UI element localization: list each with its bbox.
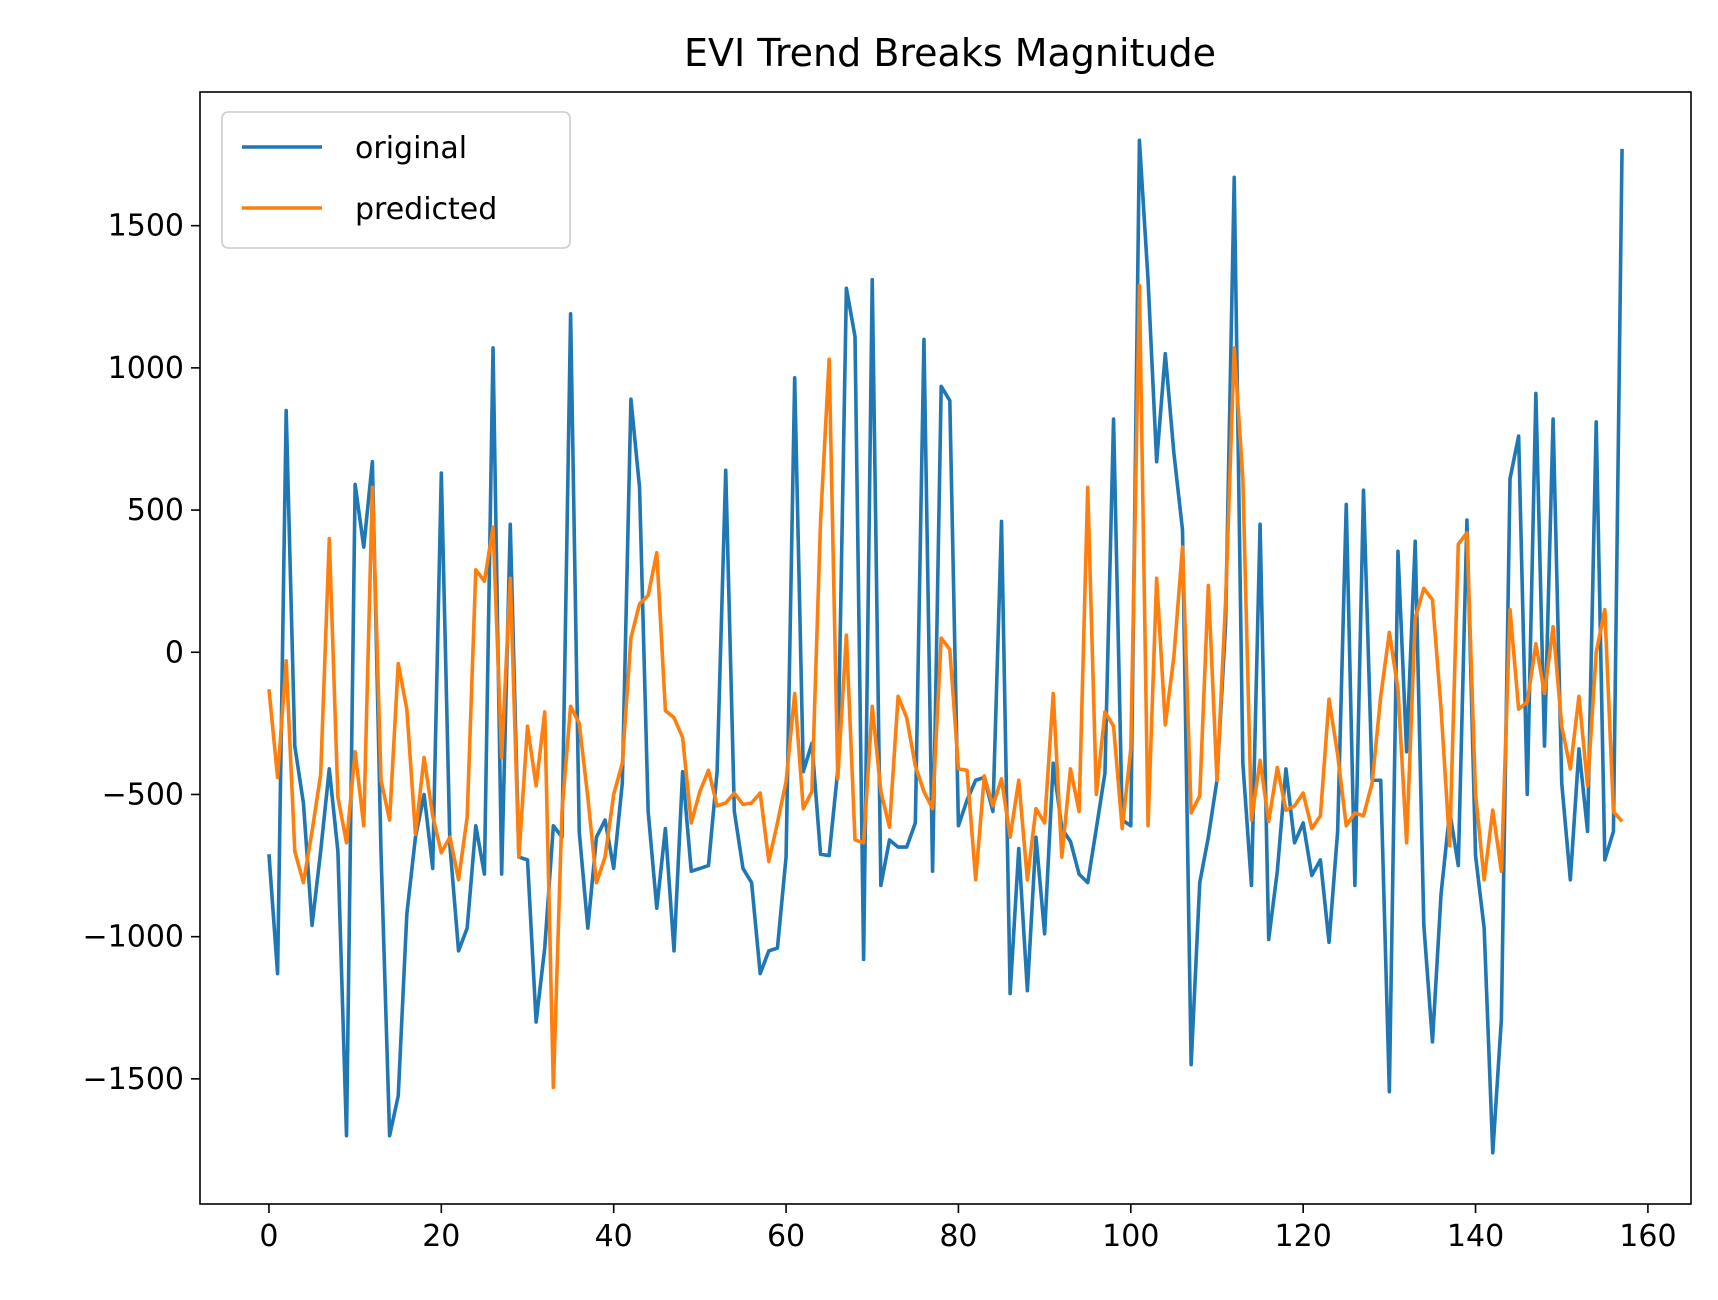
y-tick-label: 500 — [127, 493, 184, 528]
x-tick-label: 80 — [939, 1219, 977, 1254]
x-axis: 0 20 40 60 80 100 120 140 160 — [259, 1204, 1676, 1254]
y-tick-label: −500 — [102, 777, 184, 812]
y-tick-label: 1500 — [108, 209, 184, 244]
legend-label-predicted: predicted — [355, 192, 497, 227]
x-tick-label: 20 — [422, 1219, 460, 1254]
x-tick-label: 120 — [1275, 1219, 1332, 1254]
plot-lines — [269, 140, 1622, 1152]
legend-label-original: original — [355, 131, 467, 166]
y-tick-label: 0 — [165, 635, 184, 670]
chart-title: EVI Trend Breaks Magnitude — [684, 31, 1216, 75]
x-tick-label: 0 — [259, 1219, 278, 1254]
x-tick-label: 40 — [595, 1219, 633, 1254]
x-tick-label: 160 — [1619, 1219, 1676, 1254]
y-tick-label: 1000 — [108, 351, 184, 386]
x-tick-label: 100 — [1102, 1219, 1159, 1254]
y-tick-label: −1000 — [83, 920, 184, 955]
y-tick-label: −1500 — [83, 1062, 184, 1097]
legend: original predicted — [222, 112, 570, 248]
x-tick-label: 60 — [767, 1219, 805, 1254]
plot-frame — [200, 92, 1691, 1204]
x-tick-label: 140 — [1447, 1219, 1504, 1254]
y-axis: −1500 −1000 −500 0 500 1000 1500 — [83, 209, 200, 1097]
